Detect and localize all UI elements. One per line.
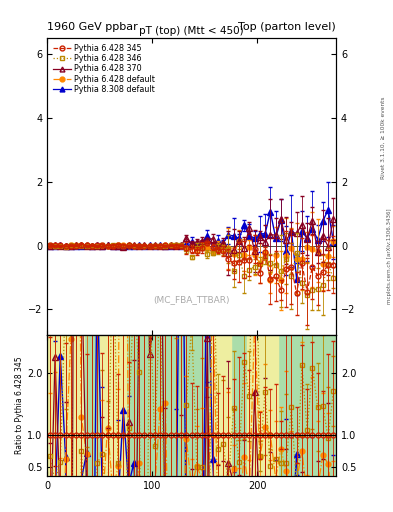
Bar [47,335,84,476]
Legend: Pythia 6.428 345, Pythia 6.428 346, Pythia 6.428 370, Pythia 6.428 default, Pyth: Pythia 6.428 345, Pythia 6.428 346, Pyth… [51,42,156,95]
Y-axis label: Ratio to Pythia 6.428 345: Ratio to Pythia 6.428 345 [15,357,24,454]
Bar [100,335,126,476]
Bar [247,335,278,476]
Text: (MC_FBA_TTBAR): (MC_FBA_TTBAR) [153,295,230,304]
Title: pT (top) (Mtt < 450): pT (top) (Mtt < 450) [139,26,244,36]
Text: Top (parton level): Top (parton level) [238,22,336,32]
Text: 1960 GeV ppbar: 1960 GeV ppbar [47,22,138,32]
Text: Rivet 3.1.10, ≥ 100k events: Rivet 3.1.10, ≥ 100k events [381,97,386,180]
Bar [47,335,336,476]
Bar [210,335,231,476]
Text: mcplots.cern.ch [arXiv:1306.3436]: mcplots.cern.ch [arXiv:1306.3436] [387,208,391,304]
